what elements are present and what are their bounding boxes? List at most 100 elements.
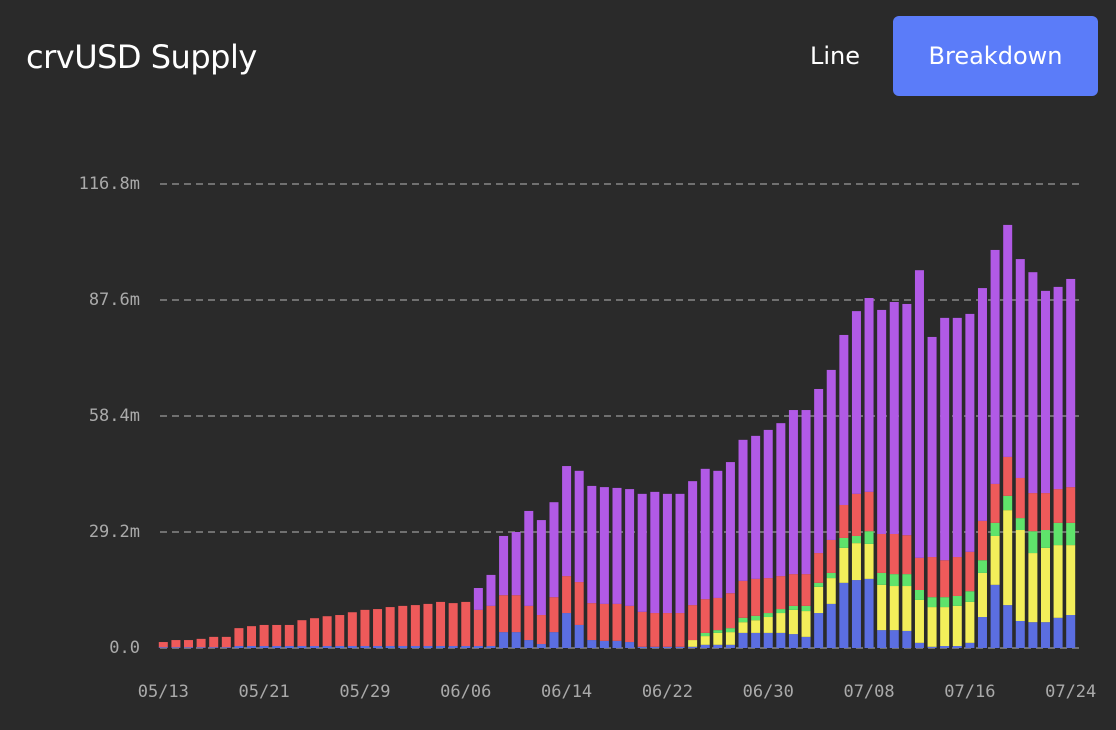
bar-segment: [587, 485, 597, 604]
bar-segment: [221, 647, 231, 648]
bar-segment: [436, 646, 446, 648]
bar-segment: [662, 493, 672, 614]
bar-segment: [158, 642, 168, 648]
bar-segment: [473, 609, 483, 647]
bar-segment: [801, 605, 811, 612]
bar-segment: [398, 646, 408, 648]
bar-segment: [776, 613, 786, 633]
bar-segment: [675, 646, 685, 648]
bar-segment: [977, 560, 987, 573]
bar-segment: [952, 595, 962, 606]
bar-segment: [310, 618, 320, 647]
line-button[interactable]: Line: [809, 42, 860, 70]
bar-segment: [322, 646, 332, 648]
bar-segment: [927, 557, 937, 598]
bar-segment: [247, 626, 257, 647]
bar-segment: [990, 522, 1000, 536]
bar-segment: [536, 644, 546, 648]
bar-segment: [927, 607, 937, 647]
bar-segment: [801, 574, 811, 606]
bar-segment: [763, 632, 773, 648]
bar-segment: [423, 646, 433, 648]
bar-segment: [700, 644, 710, 648]
bar-segment: [751, 615, 761, 621]
bar-segment: [1066, 615, 1076, 648]
bar-segment: [1066, 278, 1076, 488]
bar-segment: [889, 533, 899, 575]
breakdown-button[interactable]: Breakdown: [893, 16, 1098, 96]
bar-segment: [1003, 224, 1013, 457]
bar-segment: [826, 578, 836, 604]
bar-segment: [587, 640, 597, 648]
bar-segment: [914, 590, 924, 600]
bar-segment: [700, 599, 710, 633]
bar-segment: [1015, 620, 1025, 648]
bar-segment: [725, 628, 735, 633]
bar-segment: [486, 646, 496, 648]
bar-segment: [826, 603, 836, 648]
x-tick-label: 06/06: [440, 682, 491, 702]
bar-segment: [637, 646, 647, 648]
bar-segment: [990, 535, 1000, 585]
bar-segment: [1015, 259, 1025, 478]
bar-segment: [171, 640, 181, 648]
bar-segment: [965, 601, 975, 643]
bar-segment: [814, 582, 824, 587]
bar-segment: [347, 646, 357, 648]
bar-segment: [814, 553, 824, 583]
bar-segment: [763, 429, 773, 579]
bar-segment: [1040, 622, 1050, 648]
bar-segment: [1015, 530, 1025, 621]
bar-segment: [574, 582, 584, 625]
bar-segment: [940, 597, 950, 608]
bar-segment: [511, 632, 521, 648]
bar-segment: [1040, 547, 1050, 623]
bar-segment: [700, 468, 710, 600]
bar-segment: [814, 586, 824, 614]
bar-segment: [272, 624, 282, 647]
bar-segment: [738, 617, 748, 623]
bar-segment: [902, 574, 912, 587]
bar-segment: [171, 647, 181, 648]
bar-segment: [410, 646, 420, 648]
x-tick-label: 06/22: [642, 682, 693, 702]
bar-segment: [751, 435, 761, 579]
bar-segment: [788, 634, 798, 648]
bar-segment: [713, 644, 723, 648]
bar-segment: [801, 611, 811, 637]
bar-segment: [650, 646, 660, 648]
bar-segment: [814, 388, 824, 554]
bar-segment: [650, 491, 660, 614]
bar-segment: [1066, 522, 1076, 546]
bar-segment: [826, 369, 836, 540]
bar-segment: [1028, 272, 1038, 494]
bar-segment: [461, 646, 471, 648]
bar-segment: [927, 597, 937, 608]
bar-segment: [184, 647, 194, 648]
bar-segment: [776, 609, 786, 614]
bar-segment: [184, 640, 194, 648]
bar-segment: [1003, 495, 1013, 511]
bar-segment: [436, 601, 446, 647]
bar-segment: [499, 632, 509, 648]
bar-segment: [1015, 477, 1025, 519]
bar-segment: [599, 640, 609, 648]
bar-segment: [788, 609, 798, 635]
bar-segment: [373, 646, 383, 648]
bar-segment: [1053, 489, 1063, 523]
bar-segment: [612, 640, 622, 648]
bar-segment: [322, 616, 332, 647]
bar-segment: [763, 613, 773, 618]
bar-segment: [952, 557, 962, 596]
bar-segment: [473, 588, 483, 610]
bar-segment: [940, 317, 950, 561]
bar-segment: [839, 537, 849, 548]
bar-segment: [284, 624, 294, 647]
bar-segment: [524, 510, 534, 606]
bar-segment: [977, 520, 987, 561]
bar-segment: [385, 646, 395, 648]
bar-segment: [625, 605, 635, 643]
bar-segment: [839, 547, 849, 583]
bar-segment: [826, 572, 836, 579]
